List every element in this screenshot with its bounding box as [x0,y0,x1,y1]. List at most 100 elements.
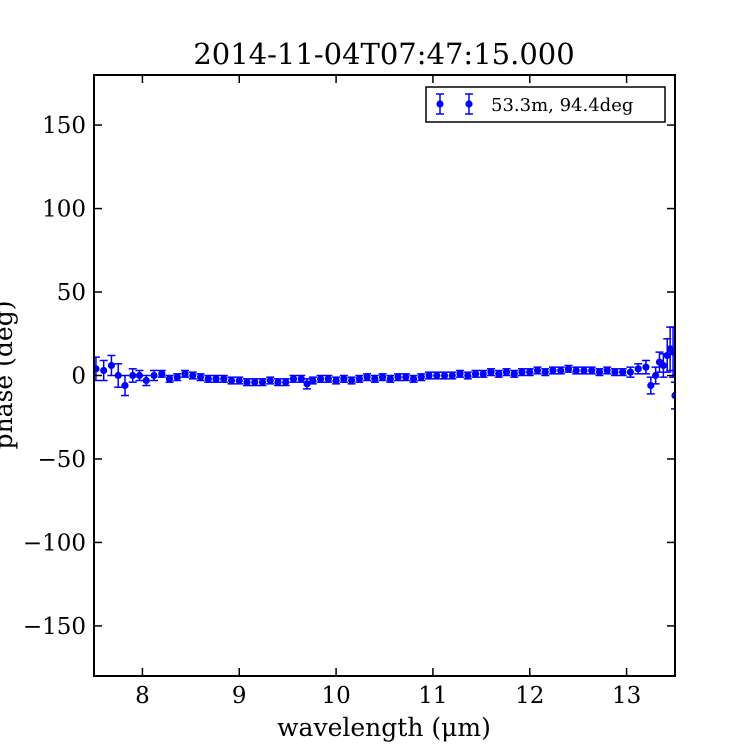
data-point [363,373,372,382]
data-point [487,368,496,377]
point-marker [289,375,298,383]
data-point [308,376,317,385]
legend-marker [436,93,444,115]
data-point [587,366,596,375]
point-marker [297,375,305,383]
point-marker [479,370,487,378]
point-marker [220,375,228,383]
y-tick-label: 100 [42,197,86,223]
point-marker [502,368,511,376]
data-point [188,371,197,380]
point-marker [165,375,174,383]
point-marker [121,381,129,390]
data-point [128,368,137,383]
data-point [510,369,519,378]
point-marker [363,373,371,381]
data-point [548,366,557,375]
data-point [227,376,236,385]
x-tick-label: 11 [418,683,447,709]
data-point [120,374,129,397]
data-point [258,378,267,387]
data-point [157,369,166,378]
point-marker [258,378,267,386]
data-point [618,368,627,377]
point-marker [378,373,387,381]
axis-ticks-layer: 8 9 10 11 12 13 150 100 50 0 −50 −100 −150 [23,75,675,709]
point-marker [158,370,166,378]
point-marker [282,378,290,386]
point-marker [303,380,311,388]
data-point [135,369,144,382]
point-marker [510,370,518,378]
data-point [324,374,333,383]
legend-point [465,100,473,108]
point-marker [448,371,456,380]
data-point [471,369,480,378]
point-marker [173,373,181,381]
data-points-layer [94,326,675,410]
point-marker [386,375,394,383]
point-marker [114,371,122,380]
data-point [212,374,221,383]
data-point [107,354,116,377]
point-marker [464,371,472,380]
point-marker [611,368,619,376]
data-point [332,376,341,385]
data-point [579,366,588,375]
point-marker [332,376,340,385]
point-marker [107,361,116,370]
data-point [666,326,675,372]
data-point [432,371,441,380]
data-point [94,356,100,382]
point-marker [135,371,144,380]
data-point [556,366,565,375]
data-point [409,374,418,383]
data-point [479,369,488,378]
data-point [394,373,403,382]
point-marker [495,370,503,378]
point-marker [595,368,604,376]
data-point [669,326,675,378]
point-marker [588,366,596,375]
data-point [603,366,612,375]
data-point [235,376,244,385]
y-axis-title: phase (deg) [0,301,18,450]
data-point [595,368,604,377]
data-point [347,376,356,385]
point-marker [340,375,348,383]
x-tick-label: 8 [135,683,150,709]
data-point [114,363,123,388]
y-tick-label: −100 [23,530,86,556]
data-point [425,371,434,380]
point-marker [394,373,402,381]
data-point [634,363,643,375]
data-point [525,368,534,377]
data-point [316,374,325,383]
data-point [339,374,348,383]
point-marker [564,365,573,373]
point-marker [433,371,441,380]
point-marker [425,371,433,380]
data-point [150,369,159,382]
point-marker [347,376,356,385]
point-marker [235,376,243,385]
data-point [659,353,668,378]
data-point [219,374,228,383]
data-point [142,374,151,387]
point-marker [626,368,635,376]
legend: 53.3m, 94.4deg [425,86,666,123]
data-point [641,359,650,375]
data-point [494,369,503,378]
point-marker [150,371,158,380]
data-point [417,373,426,382]
point-marker [652,371,660,380]
data-point [610,368,619,377]
data-point [626,366,635,378]
legend-label: 53.3m, 94.4deg [491,95,633,116]
point-marker [669,348,675,356]
chart-title: 2014-11-04T07:47:15.000 [193,37,574,71]
x-tick-label: 12 [515,683,544,709]
y-tick-label: −50 [37,447,86,473]
point-marker [533,366,542,375]
point-marker [142,376,150,385]
